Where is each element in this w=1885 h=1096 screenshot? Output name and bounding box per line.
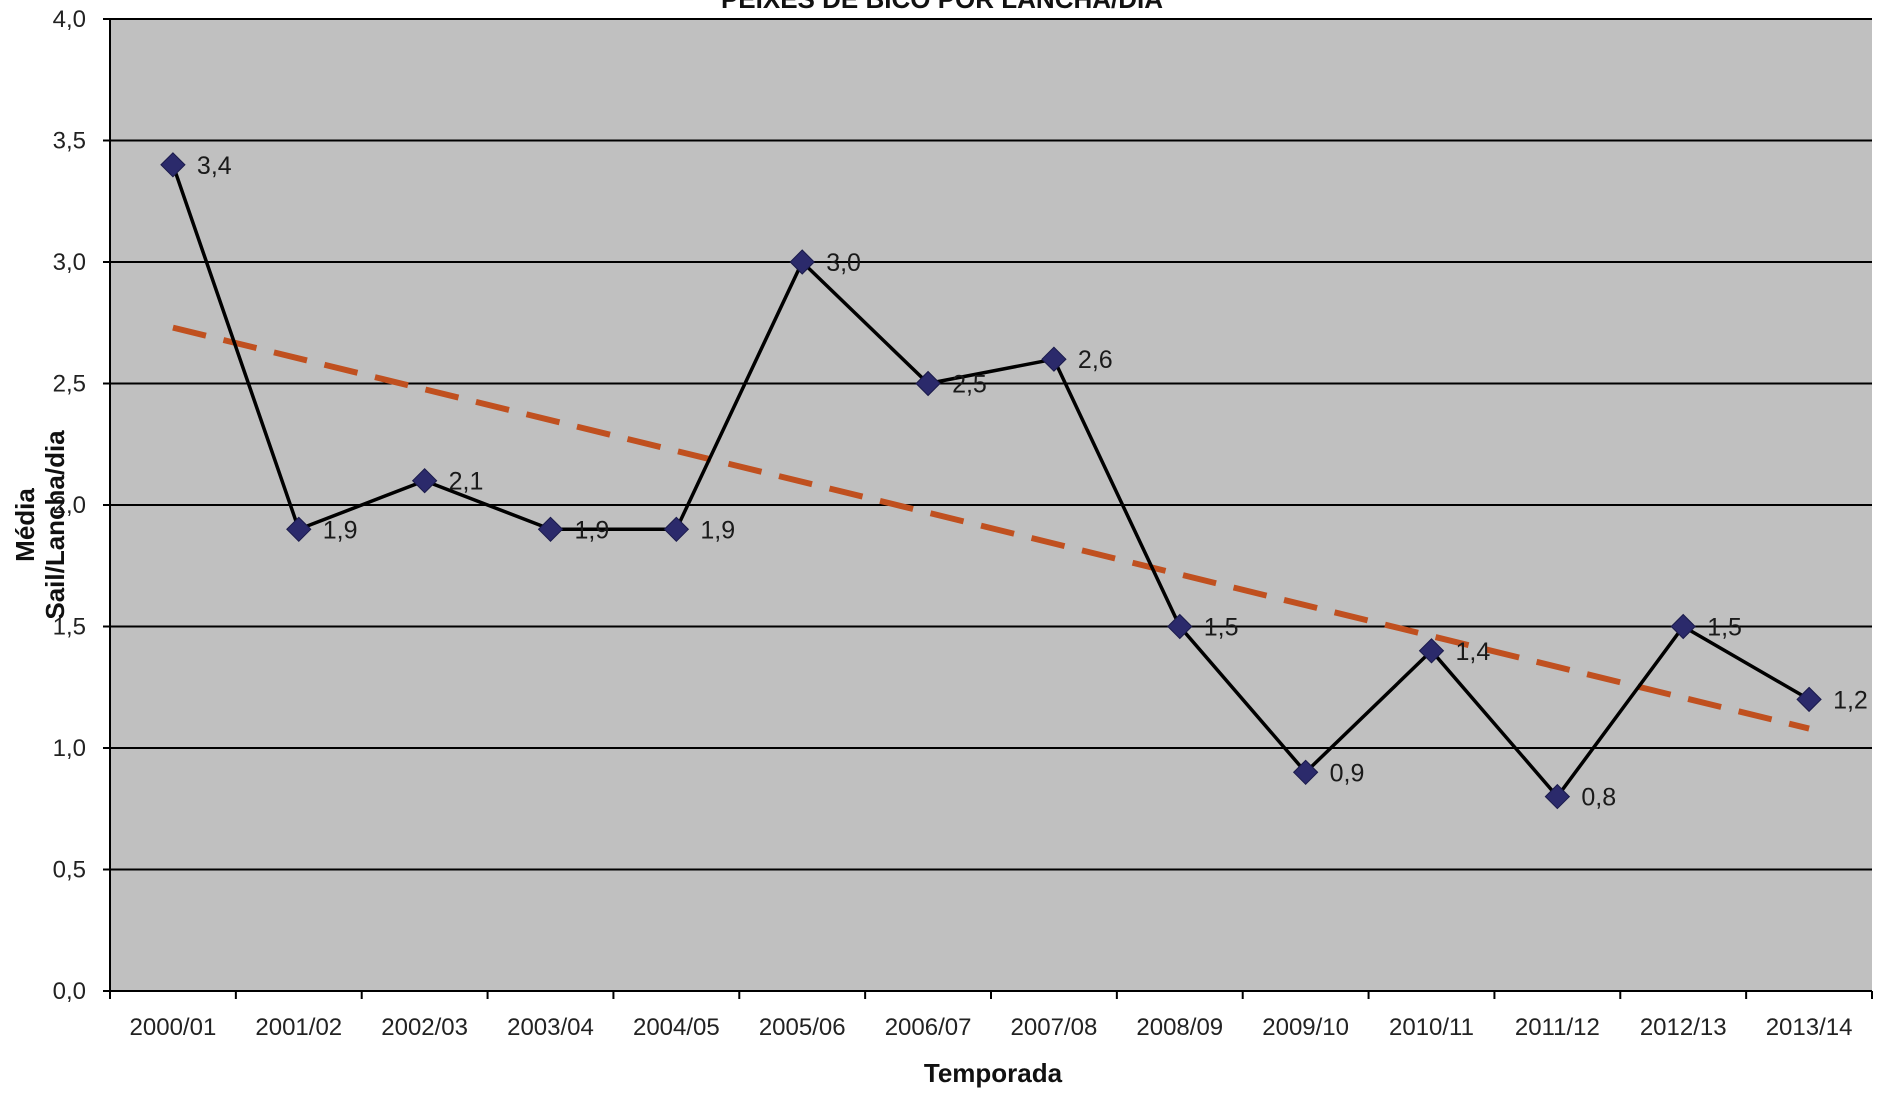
trendline-layer <box>172 324 1810 732</box>
data-point-marker <box>1670 613 1696 640</box>
y-tick-label: 3,0 <box>53 249 86 276</box>
x-tick-label: 2007/08 <box>1011 1014 1098 1041</box>
data-label: 0,9 <box>1330 759 1365 787</box>
x-tick-label: 2006/07 <box>885 1014 972 1041</box>
data-label: 2,1 <box>449 468 484 496</box>
x-tick-label: 2013/14 <box>1766 1014 1853 1041</box>
x-tick-label: 2004/05 <box>633 1014 720 1041</box>
data-point-marker <box>1292 759 1319 786</box>
data-point-marker <box>915 370 941 397</box>
series-line <box>171 164 1810 799</box>
axes: 0,0 0,5 1,0 1,5 2,0 2,5 3,0 3,5 4,0 2000/01 2001/0… <box>53 6 1873 1041</box>
x-tick-label: 2012/13 <box>1640 1014 1727 1041</box>
x-tick-label: 2002/03 <box>381 1014 468 1041</box>
y-tick-label: 2,0 <box>53 492 86 519</box>
chart-title: PEIXES DE BICO POR LANCHA/DIA <box>721 0 1163 14</box>
x-tick-label: 2009/10 <box>1262 1014 1349 1041</box>
data-label: 1,5 <box>1204 614 1239 642</box>
x-tick-label: 2005/06 <box>759 1014 846 1041</box>
y-tick-label: 4,0 <box>53 6 86 33</box>
x-tick-label: 2003/04 <box>507 1014 594 1041</box>
data-label: 2,5 <box>952 371 987 399</box>
x-tick-label: 2008/09 <box>1136 1014 1223 1041</box>
x-axis-title: Temporada <box>924 1058 1063 1088</box>
x-tick-label: 2000/01 <box>130 1014 217 1041</box>
data-label: 1,9 <box>323 516 358 544</box>
series-layer <box>160 152 1822 810</box>
data-label: 1,5 <box>1707 614 1742 642</box>
data-label: 1,2 <box>1833 686 1868 714</box>
x-tick-label: 2010/11 <box>1389 1014 1474 1041</box>
data-point-marker <box>1167 613 1193 640</box>
x-tick-label: 2001/02 <box>255 1014 342 1041</box>
data-point-marker <box>789 249 815 275</box>
data-point-marker <box>411 467 438 494</box>
y-tick-label: 0,5 <box>53 857 86 884</box>
data-label: 1,4 <box>1456 638 1491 666</box>
data-label: 3,4 <box>197 152 232 180</box>
data-label: 0,8 <box>1581 784 1616 812</box>
data-point-marker <box>537 516 564 543</box>
data-label: 1,9 <box>700 516 735 544</box>
y-tick-label: 2,5 <box>53 371 86 398</box>
data-label: 3,0 <box>826 249 861 277</box>
y-tick-label: 3,5 <box>53 128 86 155</box>
y-tick-label: 1,0 <box>53 735 86 762</box>
y-tick-label: 1,5 <box>53 614 86 641</box>
y-axis-title: Média Sail/Lancha/dia <box>10 430 70 620</box>
gridlines <box>110 18 1872 871</box>
data-label: 1,9 <box>575 516 610 544</box>
data-label: 2,6 <box>1078 346 1113 374</box>
data-point-marker <box>1041 346 1067 372</box>
y-tick-label: 0,0 <box>53 978 86 1005</box>
data-point-marker <box>1544 783 1571 810</box>
data-point-marker <box>286 516 312 543</box>
y-axis-title-line-1: Média <box>10 488 40 562</box>
data-point-marker <box>160 152 186 178</box>
data-point-marker <box>1418 638 1445 664</box>
x-tick-label: 2011/12 <box>1515 1014 1600 1041</box>
data-point-marker <box>663 516 690 543</box>
trendline <box>172 324 1810 732</box>
y-axis-title-line-2: Sail/Lancha/dia <box>40 430 70 620</box>
data-labels: 3,4 1,9 2,1 1,9 1,9 3,0 2,5 2,6 1,5 0,9 1,4 0,8 1,5 1… <box>197 152 1868 812</box>
data-point-marker <box>1796 686 1822 713</box>
